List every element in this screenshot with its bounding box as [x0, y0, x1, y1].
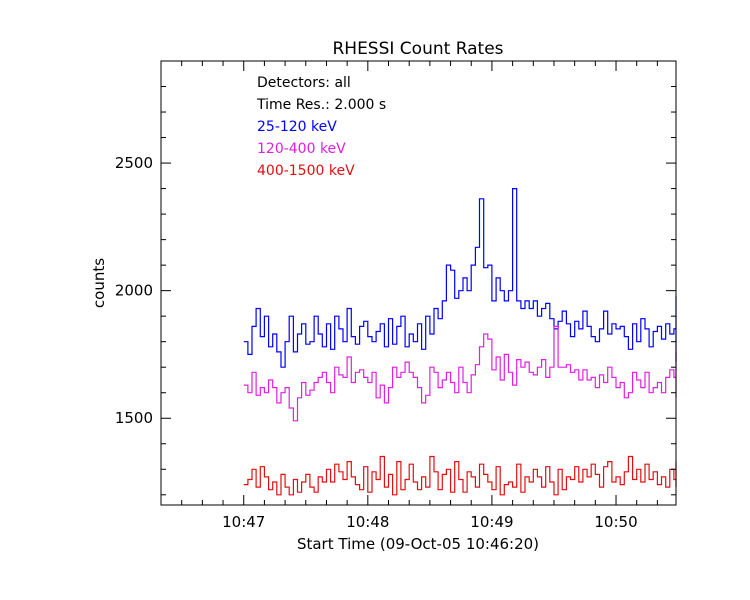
- y-axis: 1500 2000 2500: [115, 60, 676, 496]
- y-tick-label: 1500: [115, 409, 153, 427]
- x-axis: 10:47 10:48 10:49 10:50: [160, 61, 658, 531]
- x-tick-label: 10:47: [222, 513, 265, 531]
- y-tick-label: 2500: [115, 154, 153, 172]
- series-layer: [243, 188, 677, 496]
- x-tick-label: 10:48: [346, 513, 389, 531]
- chart-title: RHESSI Count Rates: [332, 39, 503, 59]
- y-axis-label: counts: [90, 258, 108, 308]
- annotation-time-res: Time Res.: 2.000 s: [256, 97, 386, 113]
- series-line-0: [243, 188, 677, 368]
- legend-entry-25-120: 25-120 keV: [257, 119, 337, 135]
- legend-entry-400-1500: 400-1500 keV: [257, 163, 355, 179]
- series-line-1: [243, 325, 677, 422]
- series-line-2: [243, 455, 677, 496]
- x-tick-label: 10:49: [470, 513, 513, 531]
- x-axis-label: Start Time (09-Oct-05 10:46:20): [297, 535, 539, 553]
- legend-entry-120-400: 120-400 keV: [257, 141, 346, 157]
- x-tick-label: 10:50: [594, 513, 637, 531]
- plot-frame: [160, 60, 677, 506]
- annotation-detectors: Detectors: all: [257, 75, 351, 91]
- y-tick-label: 2000: [115, 282, 153, 300]
- legend: Detectors: all Time Res.: 2.000 s 25-120…: [256, 75, 386, 179]
